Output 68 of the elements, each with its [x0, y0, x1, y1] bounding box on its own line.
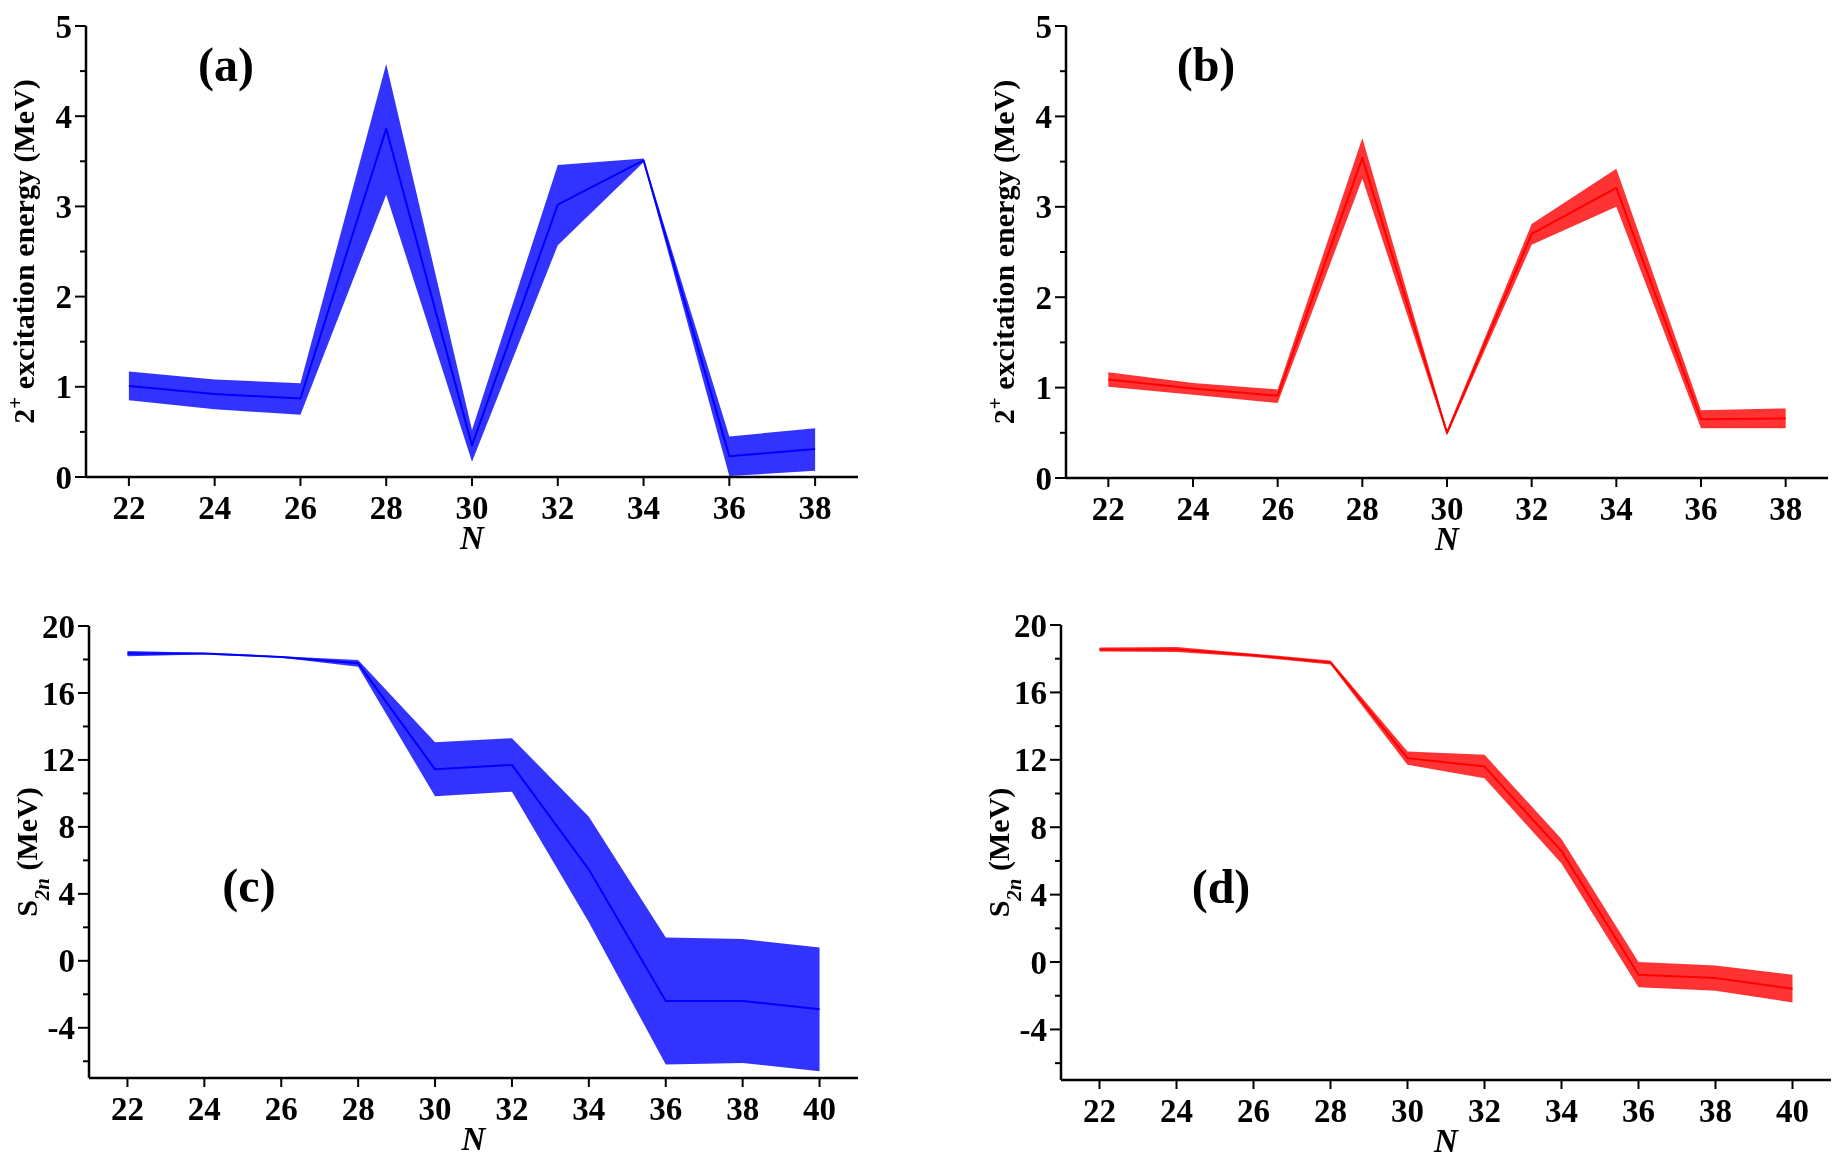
x-tick-label: 32: [541, 490, 575, 526]
y-tick-label: 8: [1030, 809, 1047, 846]
x-axis-title: N: [460, 1121, 487, 1154]
x-tick-label: 34: [572, 1091, 606, 1127]
x-tick-label: 22: [1083, 1093, 1116, 1129]
y-tick-label: 0: [1030, 944, 1047, 981]
x-tick-label: 38: [798, 490, 832, 526]
y-tick-label: 3: [1035, 189, 1052, 226]
annotation: (a): [198, 38, 254, 92]
annotation: (b): [1176, 38, 1236, 92]
y-tick-label: 1: [55, 369, 72, 406]
y-tick-label: 20: [1014, 607, 1047, 644]
x-tick-label: 28: [369, 490, 403, 526]
x-tick-label: 26: [1261, 491, 1295, 527]
x-tick-label: 30: [1391, 1093, 1424, 1129]
x-tick-label: 36: [712, 490, 746, 526]
x-tick-label: 24: [1176, 491, 1210, 527]
x-tick-label: 32: [1515, 491, 1549, 527]
x-tick-label: 22: [112, 490, 146, 526]
y-tick-label: 0: [1035, 460, 1052, 497]
x-tick-label: 38: [726, 1091, 760, 1127]
x-axis-title: N: [1433, 1123, 1460, 1154]
y-tick-label: 2: [1035, 279, 1052, 316]
x-tick-label: 38: [1769, 491, 1803, 527]
y-tick-label: 20: [42, 608, 75, 645]
x-tick-label: 22: [1091, 491, 1125, 527]
y-tick-label: 12: [1014, 742, 1047, 779]
x-tick-label: 24: [1160, 1093, 1193, 1129]
annotation: (c): [222, 859, 276, 914]
y-tick-label: 4: [55, 98, 72, 135]
x-tick-label: 30: [418, 1091, 452, 1127]
x-tick-label: 36: [1684, 491, 1718, 527]
x-tick-label: 28: [1345, 491, 1379, 527]
x-tick-label: 40: [1776, 1093, 1809, 1129]
y-tick-label: 0: [55, 459, 72, 496]
x-tick-label: 24: [198, 490, 232, 526]
y-tick-label: -4: [1019, 1011, 1047, 1048]
y-tick-label: 16: [42, 675, 75, 712]
x-tick-label: 32: [1468, 1093, 1501, 1129]
x-tick-label: 34: [1599, 491, 1633, 527]
y-tick-label: 8: [58, 809, 75, 846]
x-tick-label: 26: [264, 1091, 298, 1127]
y-tick-label: -4: [47, 1010, 75, 1047]
y-tick-label: 16: [1014, 674, 1047, 711]
annotation: (d): [1191, 860, 1251, 915]
x-tick-label: 28: [341, 1091, 375, 1127]
x-tick-label: 28: [1314, 1093, 1347, 1129]
x-tick-label: 36: [1622, 1093, 1655, 1129]
y-tick-label: 3: [55, 188, 72, 225]
x-tick-label: 22: [110, 1091, 144, 1127]
x-tick-label: 36: [649, 1091, 683, 1127]
y-tick-label: 4: [1030, 877, 1047, 914]
x-tick-label: 34: [627, 490, 661, 526]
y-tick-label: 2: [55, 279, 72, 316]
x-tick-label: 40: [803, 1091, 837, 1127]
x-tick-label: 24: [187, 1091, 221, 1127]
x-tick-label: 34: [1545, 1093, 1578, 1129]
y-tick-label: 4: [58, 876, 75, 913]
y-tick-label: 4: [1035, 98, 1052, 135]
y-tick-label: 0: [58, 943, 75, 980]
x-tick-label: 32: [495, 1091, 529, 1127]
x-tick-label: 26: [1237, 1093, 1270, 1129]
y-tick-label: 5: [1035, 8, 1052, 45]
x-tick-label: 26: [283, 490, 317, 526]
y-tick-label: 12: [42, 742, 75, 779]
x-tick-label: 38: [1699, 1093, 1732, 1129]
y-tick-label: 5: [55, 8, 72, 45]
y-tick-label: 1: [1035, 370, 1052, 407]
